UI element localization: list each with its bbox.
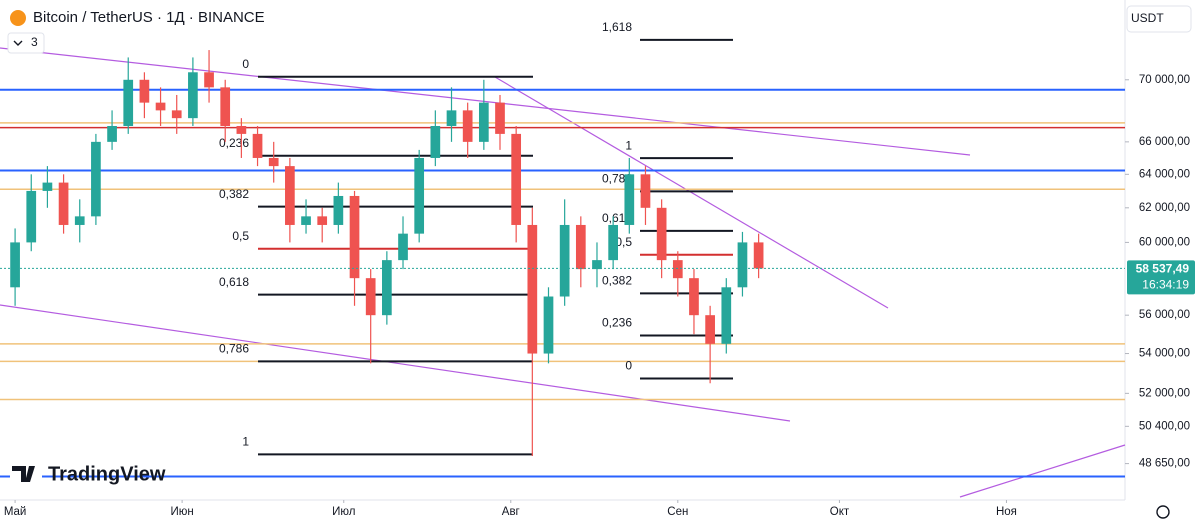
candle-body	[543, 296, 554, 354]
y-tick-label: 62 000,00	[1139, 202, 1190, 214]
candle-body	[301, 216, 311, 225]
fib-label: 0	[242, 57, 249, 71]
x-tick-label: Июн	[170, 506, 193, 518]
trendline	[0, 47, 971, 156]
candle-body	[705, 315, 715, 344]
coin-icon	[10, 10, 26, 26]
candle-body	[592, 260, 602, 270]
candle-body	[333, 195, 344, 225]
fib-label: 0	[625, 359, 632, 373]
fib-label: 1,618	[602, 20, 632, 34]
candle-body	[559, 224, 570, 297]
candle-body	[737, 242, 748, 288]
candle-body	[139, 79, 150, 103]
candle-body	[575, 224, 586, 270]
candle-body	[511, 133, 522, 225]
currency-button[interactable]	[1126, 5, 1192, 33]
fib-label: 0,382	[602, 274, 632, 288]
candle-body	[107, 125, 117, 142]
header: Bitcoin / TetherUS · 1Д · BINANCE 3 USDT…	[7, 5, 1192, 519]
fib-label: 0,786	[219, 342, 249, 356]
trendline	[0, 304, 791, 422]
settings-icon[interactable]	[1156, 505, 1170, 519]
candle-body	[656, 207, 667, 261]
candle-body	[462, 110, 473, 142]
symbol-title: Bitcoin / TetherUS · 1Д · BINANCE	[33, 9, 265, 26]
y-tick-label: 48 650,00	[1139, 458, 1190, 470]
y-tick-label: 60 000,00	[1139, 236, 1190, 248]
x-tick-label: Ноя	[996, 506, 1017, 518]
y-tick-label: 64 000,00	[1139, 168, 1190, 180]
candle-body	[527, 224, 538, 354]
candle-body	[478, 102, 489, 142]
candle-body	[26, 190, 37, 243]
candle-body	[414, 157, 425, 234]
y-tick-label: 52 000,00	[1139, 387, 1190, 399]
y-tick-label: 66 000,00	[1139, 136, 1190, 148]
candle-body	[285, 166, 295, 225]
last-price-label: 58 537,49	[1136, 262, 1190, 276]
x-tick-label: Июл	[332, 506, 355, 518]
candle-body	[91, 141, 101, 217]
x-tick-label: Сен	[667, 506, 688, 518]
currency-label: USDT	[1131, 11, 1164, 25]
candle-body	[365, 278, 376, 316]
fib-label: 0,5	[232, 229, 249, 243]
candle-body	[753, 242, 764, 269]
x-tick-label: Окт	[830, 506, 850, 518]
x-tick-label: Авг	[502, 506, 520, 518]
candle-body	[721, 287, 732, 344]
trendline	[959, 444, 1126, 498]
trendline	[494, 76, 889, 309]
candle-body	[123, 79, 134, 126]
candle-body	[268, 157, 279, 167]
candle-body	[42, 182, 53, 191]
candle-body	[171, 110, 182, 119]
candle-body	[349, 195, 360, 279]
candle-body	[317, 216, 328, 225]
plot: 00,2360,3820,50,6180,78611,61810,7860,61…	[0, 20, 1126, 498]
indicators-count: 3	[31, 35, 38, 49]
candle-body	[430, 125, 441, 158]
candle-body	[608, 224, 618, 261]
logo-icon	[12, 466, 35, 482]
candle-body	[204, 72, 214, 88]
candle-body	[382, 260, 392, 316]
fib-label: 0,618	[219, 275, 249, 289]
y-tick-label: 54 000,00	[1139, 348, 1190, 360]
fib-label: 0,5	[615, 235, 632, 249]
candle-body	[220, 87, 231, 126]
candle-body	[10, 242, 20, 288]
candle-body	[188, 72, 198, 119]
chevron-icon	[13, 40, 23, 46]
fib-label: 0,236	[602, 316, 632, 330]
candle-body	[236, 125, 247, 134]
candle-body	[74, 216, 85, 225]
fib-label: 0,382	[219, 187, 249, 201]
candle-body	[252, 133, 263, 158]
y-tick-label: 70 000,00	[1139, 74, 1190, 86]
brand: TradingView	[48, 463, 166, 485]
y-tick-label: 56 000,00	[1139, 309, 1190, 321]
candle-body	[624, 174, 635, 225]
candle-body	[155, 102, 166, 111]
y-tick-label: 50 400,00	[1139, 420, 1190, 432]
candle-body	[446, 110, 457, 126]
countdown: 16:34:19	[1142, 278, 1189, 292]
x-tick-label: Май	[4, 506, 27, 518]
candle-body	[398, 233, 408, 261]
indicators-toggle[interactable]	[7, 32, 45, 54]
fib-label: 1	[625, 138, 632, 152]
candle-body	[495, 102, 505, 134]
candle-body	[640, 174, 651, 208]
last-price-tag	[1127, 260, 1195, 295]
fib-label: 0,236	[219, 136, 249, 150]
candle-body	[689, 278, 699, 316]
fib-label: 1	[242, 434, 249, 448]
candle-body	[672, 260, 683, 279]
candle-body	[58, 182, 69, 225]
